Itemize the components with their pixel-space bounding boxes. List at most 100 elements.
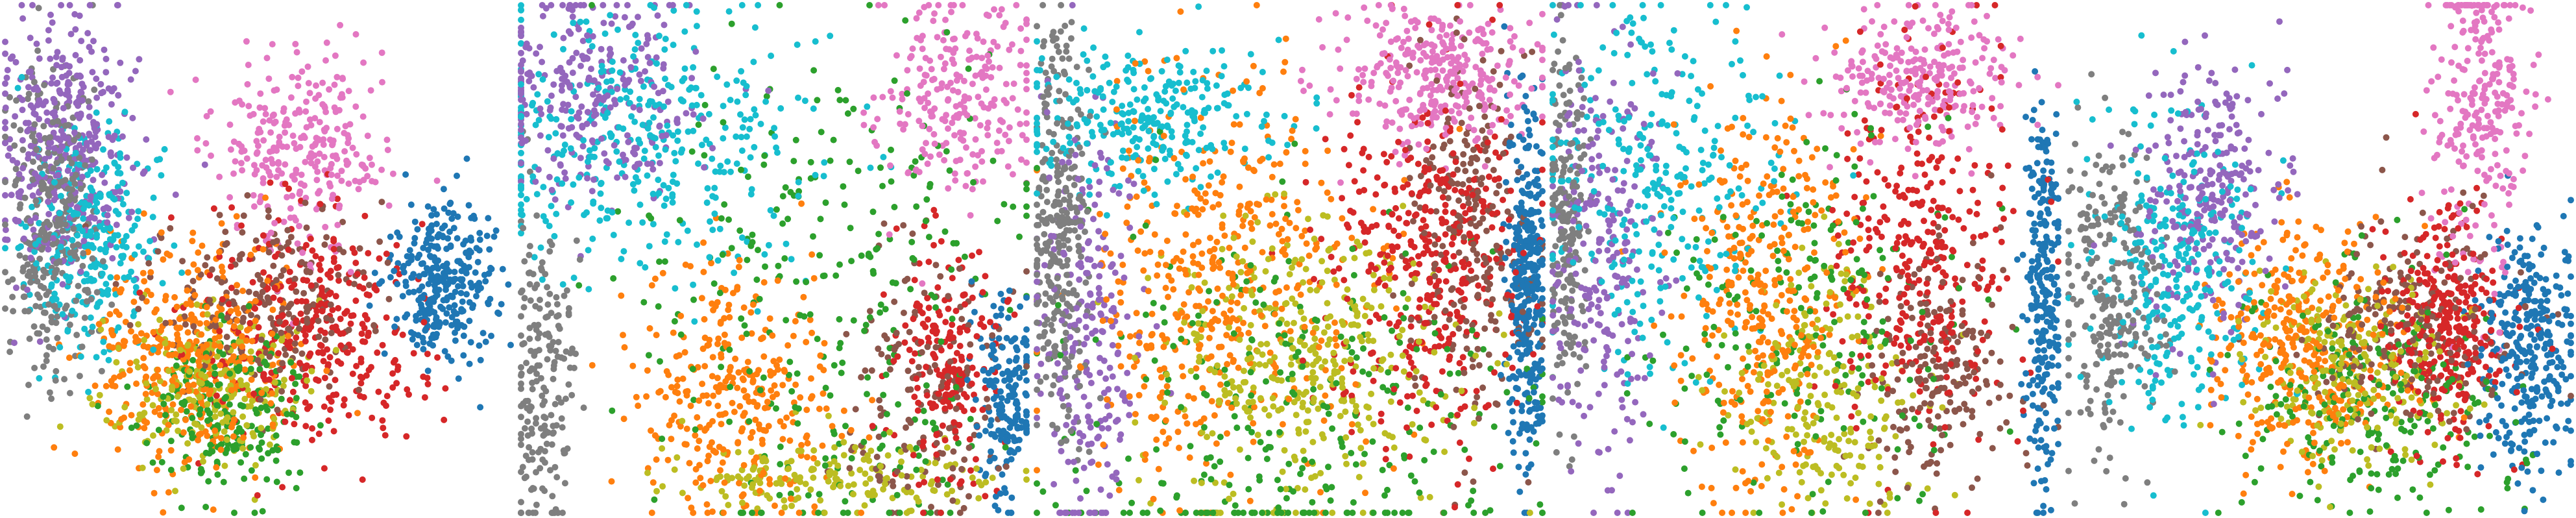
scatter-point-green [736, 227, 744, 234]
scatter-point-brown [371, 322, 378, 329]
scatter-point-green [245, 302, 252, 310]
scatter-point-orange [140, 354, 147, 362]
scatter-point-orange [180, 356, 187, 363]
scatter-point-pink [959, 2, 966, 8]
scatter-point-orange [184, 382, 191, 389]
scatter-point-red [972, 456, 979, 463]
scatter-point-blue [997, 290, 1004, 297]
scatter-point-purple [43, 109, 51, 116]
scatter-point-orange [701, 363, 709, 370]
scatter-point-pink [216, 173, 223, 180]
scatter-point-blue [413, 317, 420, 324]
scatter-point-brown [928, 504, 934, 510]
scatter-point-blue [393, 315, 400, 323]
scatter-point-cyan [69, 307, 76, 314]
scatter-point-orange [663, 368, 670, 375]
scatter-point-orange [244, 327, 250, 334]
scatter-point-blue [467, 339, 474, 346]
scatter-point-green [803, 278, 810, 286]
scatter-point-pink [259, 162, 266, 169]
scatter-point-cyan [636, 95, 643, 103]
scatter-point-pink [226, 194, 234, 201]
scatter-point-purple [45, 27, 52, 34]
scatter-point-green [609, 407, 616, 414]
scatter-point-blue [476, 247, 483, 254]
scatter-point-red [971, 391, 977, 399]
scatter-point-green [877, 164, 884, 171]
scatter-point-orange [189, 238, 196, 245]
scatter-point-blue [376, 280, 383, 287]
scatter-point-gray [29, 176, 36, 183]
scatter-point-purple [78, 38, 85, 45]
scatter-point-purple [683, 110, 690, 117]
scatter-point-cyan [539, 276, 546, 283]
scatter-point-orange [230, 323, 237, 330]
scatter-point-pink [275, 160, 282, 167]
scatter-point-cyan [119, 242, 127, 249]
scatter-point-red [334, 264, 341, 271]
scatter-point-cyan [744, 238, 751, 245]
scatter-point-red [945, 364, 952, 371]
scatter-point-orange [156, 448, 163, 455]
scatter-point-blue [441, 205, 448, 212]
scatter-point-brown [259, 288, 266, 295]
scatter-point-brown [292, 347, 299, 354]
scatter-point-purple [19, 165, 27, 172]
scatter-point-blue [445, 209, 452, 216]
scatter-point-olive [735, 473, 742, 480]
scatter-point-purple [590, 121, 598, 128]
scatter-point-green [794, 420, 801, 427]
scatter-point-pink [899, 90, 906, 97]
scatter-point-pink [295, 74, 302, 81]
scatter-point-cyan [87, 314, 94, 321]
scatter-point-orange [212, 427, 219, 434]
scatter-point-blue [1004, 314, 1012, 321]
scatter-point-pink [909, 45, 916, 52]
scatter-point-green [932, 304, 939, 311]
scatter-point-orange [674, 389, 681, 397]
scatter-point-pink [313, 206, 320, 213]
scatter-point-pink [904, 67, 911, 74]
scatter-point-cyan [695, 160, 701, 167]
scatter-point-brown [356, 245, 363, 252]
scatter-point-blue [1021, 335, 1028, 342]
scatter-point-cyan [537, 244, 544, 251]
scatter-point-blue [476, 342, 483, 349]
scatter-point-brown [967, 341, 974, 348]
scatter-point-gray [526, 168, 533, 175]
scatter-point-pink [940, 37, 947, 43]
scatter-point-purple [129, 114, 136, 121]
scatter-point-red [227, 263, 234, 270]
scatter-point-orange [790, 332, 797, 339]
scatter-point-green [864, 374, 871, 381]
scatter-point-purple [526, 78, 533, 84]
scatter-point-blue [472, 269, 479, 276]
scatter-point-brown [181, 313, 188, 320]
scatter-point-purple [526, 69, 533, 76]
scatter-point-purple [2, 140, 8, 147]
scatter-point-brown [984, 395, 991, 402]
scatter-point-purple [30, 227, 37, 233]
scatter-point-blue [1006, 358, 1013, 365]
scatter-point-red [382, 432, 389, 439]
scatter-point-pink [973, 31, 980, 38]
scatter-point-cyan [581, 212, 587, 219]
scatter-point-green [831, 362, 838, 369]
scatter-point-blue [395, 260, 402, 267]
scatter-point-purple [117, 59, 124, 66]
scatter-point-gray [533, 415, 540, 422]
scatter-point-gray [521, 295, 528, 302]
scatter-point-orange [218, 220, 225, 227]
scatter-point-green [287, 359, 295, 366]
scatter-point-pink [313, 177, 321, 184]
scatter-point-blue [409, 274, 416, 281]
scatter-point-green [749, 231, 756, 238]
scatter-point-gray [36, 255, 43, 262]
scatter-point-orange [249, 338, 256, 345]
scatter-point-brown [238, 251, 245, 258]
scatter-point-pink [950, 2, 957, 8]
scatter-point-purple [58, 2, 65, 8]
scatter-point-purple [577, 154, 584, 162]
scatter-point-brown [378, 199, 385, 206]
scatter-point-orange [186, 388, 193, 395]
